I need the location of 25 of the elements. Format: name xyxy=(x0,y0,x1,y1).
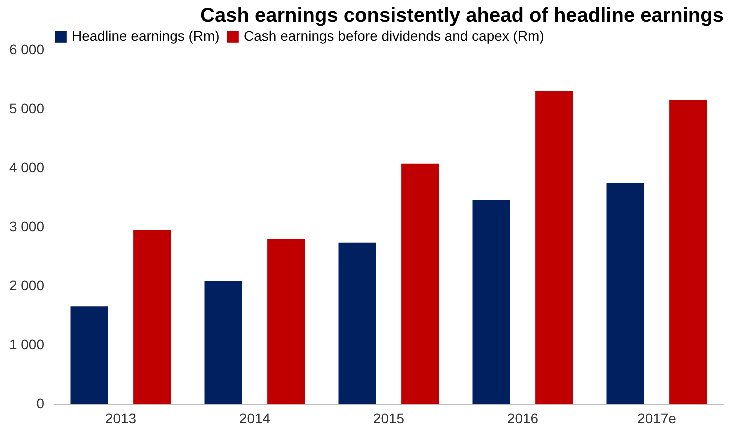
bar xyxy=(204,281,242,404)
y-tick-label: 2 000 xyxy=(9,278,45,294)
bar xyxy=(134,230,172,404)
x-tick-label: 2014 xyxy=(239,410,271,425)
legend-label: Cash earnings before dividends and capex (Rm) xyxy=(244,28,544,44)
bar xyxy=(472,200,510,404)
bar xyxy=(606,183,644,404)
chart-title: Cash earnings consistently ahead of headline earnings xyxy=(200,5,724,27)
bar xyxy=(70,306,108,404)
bar xyxy=(268,239,306,404)
x-tick-label: 2016 xyxy=(507,410,539,425)
x-tick-label: 2013 xyxy=(105,410,137,425)
bar xyxy=(670,100,708,404)
bar xyxy=(536,91,574,404)
y-tick-label: 3 000 xyxy=(9,218,45,234)
x-tick-label: 2017e xyxy=(638,410,677,425)
bar xyxy=(338,242,376,404)
y-tick-label: 5 000 xyxy=(9,100,45,116)
y-tick-label: 0 xyxy=(36,396,45,412)
y-tick-label: 4 000 xyxy=(9,160,45,176)
legend-label: Headline earnings (Rm) xyxy=(72,28,220,44)
y-tick-label: 6 000 xyxy=(9,42,45,58)
y-tick-label: 1 000 xyxy=(9,336,45,352)
x-tick-label: 2015 xyxy=(373,410,405,425)
bar xyxy=(402,164,440,404)
